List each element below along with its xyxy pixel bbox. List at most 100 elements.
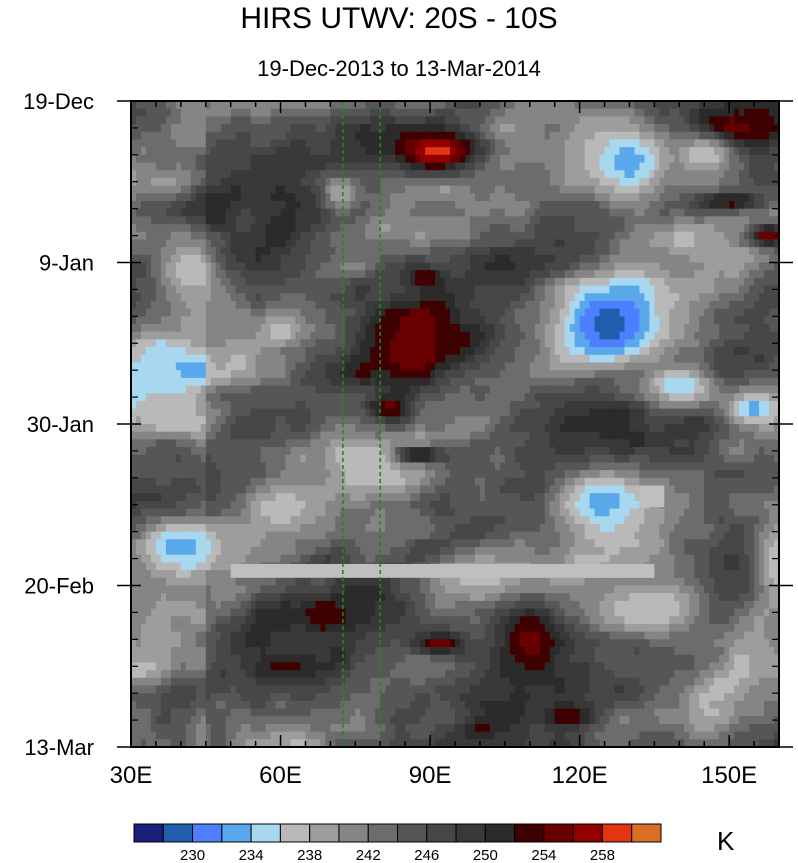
heatmap-cell bbox=[215, 347, 222, 356]
heatmap-cell bbox=[375, 316, 381, 325]
heatmap-cell bbox=[265, 354, 272, 364]
heatmap-cell bbox=[714, 300, 720, 310]
heatmap-cell bbox=[190, 177, 197, 187]
heatmap-cell bbox=[619, 177, 626, 187]
heatmap-cell bbox=[425, 239, 431, 248]
heatmap-cell bbox=[131, 247, 137, 256]
heatmap-cell bbox=[165, 254, 172, 264]
heatmap-cell bbox=[514, 377, 521, 387]
heatmap-cell bbox=[739, 200, 745, 210]
heatmap-cell bbox=[764, 370, 770, 379]
heatmap-cell bbox=[350, 316, 356, 325]
heatmap-cell bbox=[195, 162, 202, 171]
heatmap-cell bbox=[150, 354, 157, 364]
heatmap-cell bbox=[479, 293, 486, 302]
heatmap-cell bbox=[440, 308, 446, 317]
heatmap-cell bbox=[489, 101, 496, 110]
heatmap-cell bbox=[684, 208, 690, 217]
heatmap-cell bbox=[514, 185, 521, 194]
heatmap-cell bbox=[474, 224, 481, 233]
heatmap-cell bbox=[459, 254, 466, 264]
heatmap-cell bbox=[484, 185, 491, 194]
heatmap-cell bbox=[774, 193, 780, 202]
heatmap-cell bbox=[425, 216, 431, 225]
heatmap-cell bbox=[355, 362, 361, 371]
heatmap-cell bbox=[709, 162, 715, 171]
heatmap-cell bbox=[659, 277, 665, 287]
heatmap-cell bbox=[469, 208, 476, 217]
heatmap-cell bbox=[479, 239, 486, 248]
heatmap-cell bbox=[464, 247, 471, 256]
heatmap-cell bbox=[185, 385, 192, 394]
heatmap-cell bbox=[425, 101, 431, 110]
heatmap-field bbox=[131, 101, 780, 748]
heatmap-cell bbox=[440, 377, 446, 387]
heatmap-cell bbox=[150, 231, 157, 241]
heatmap-cell bbox=[140, 224, 147, 233]
heatmap-cell bbox=[534, 200, 541, 210]
heatmap-cell bbox=[769, 124, 775, 133]
heatmap-cell bbox=[639, 385, 646, 394]
heatmap-cell bbox=[544, 108, 551, 117]
heatmap-cell bbox=[704, 108, 710, 117]
heatmap-cell bbox=[235, 116, 242, 125]
heatmap-cell bbox=[140, 347, 147, 356]
heatmap-cell bbox=[624, 285, 631, 294]
heatmap-cell bbox=[494, 285, 501, 294]
heatmap-cell bbox=[165, 331, 172, 340]
heatmap-cell bbox=[220, 347, 227, 356]
heatmap-cell bbox=[325, 339, 331, 348]
heatmap-cell bbox=[240, 162, 247, 171]
heatmap-cell bbox=[435, 139, 441, 148]
heatmap-cell bbox=[504, 101, 511, 110]
heatmap-cell bbox=[355, 208, 361, 217]
heatmap-cell bbox=[704, 324, 710, 333]
heatmap-cell bbox=[300, 331, 307, 340]
heatmap-cell bbox=[290, 377, 297, 387]
heatmap-cell bbox=[275, 377, 282, 387]
heatmap-cell bbox=[584, 200, 591, 210]
heatmap-cell bbox=[430, 347, 436, 356]
heatmap-cell bbox=[749, 324, 755, 333]
heatmap-cell bbox=[355, 162, 361, 171]
heatmap-cell bbox=[639, 124, 646, 133]
heatmap-cell bbox=[320, 124, 326, 133]
heatmap-cell bbox=[774, 377, 780, 387]
heatmap-cell bbox=[634, 316, 641, 325]
heatmap-cell bbox=[759, 262, 765, 271]
heatmap-cell bbox=[659, 262, 665, 271]
heatmap-cell bbox=[310, 347, 317, 356]
heatmap-cell bbox=[255, 393, 262, 402]
heatmap-cell bbox=[734, 108, 740, 117]
heatmap-cell bbox=[474, 154, 481, 164]
heatmap-cell bbox=[754, 377, 760, 387]
heatmap-cell bbox=[140, 385, 147, 394]
heatmap-cell bbox=[764, 254, 770, 264]
heatmap-cell bbox=[599, 177, 606, 187]
heatmap-cell bbox=[165, 247, 172, 256]
heatmap-cell bbox=[574, 231, 581, 241]
heatmap-cell bbox=[499, 377, 506, 387]
heatmap-cell bbox=[140, 162, 147, 171]
heatmap-cell bbox=[425, 262, 431, 271]
heatmap-cell bbox=[559, 331, 566, 340]
heatmap-cell bbox=[524, 216, 531, 225]
heatmap-cell bbox=[759, 231, 765, 241]
heatmap-cell bbox=[609, 262, 616, 271]
heatmap-cell bbox=[135, 377, 142, 387]
heatmap-cell bbox=[215, 108, 222, 117]
heatmap-cell bbox=[569, 193, 576, 202]
heatmap-cell bbox=[220, 177, 227, 187]
heatmap-cell bbox=[744, 370, 750, 379]
heatmap-cell bbox=[365, 131, 371, 141]
heatmap-cell bbox=[175, 254, 182, 264]
heatmap-cell bbox=[195, 208, 202, 217]
heatmap-cell bbox=[175, 362, 182, 371]
heatmap-cell bbox=[509, 116, 516, 125]
heatmap-cell bbox=[649, 362, 655, 371]
heatmap-cell bbox=[370, 331, 376, 340]
heatmap-cell bbox=[445, 385, 451, 394]
heatmap-cell bbox=[355, 331, 361, 340]
heatmap-cell bbox=[644, 324, 650, 333]
heatmap-cell bbox=[699, 247, 705, 256]
